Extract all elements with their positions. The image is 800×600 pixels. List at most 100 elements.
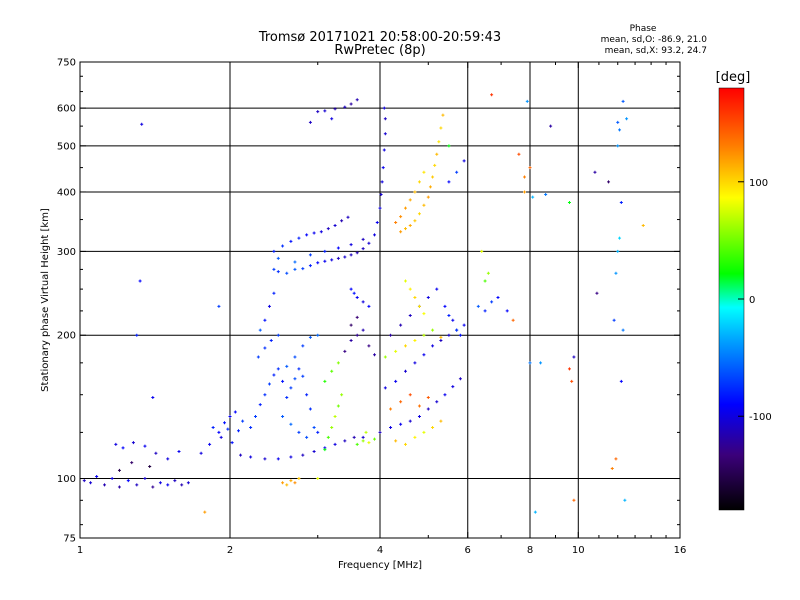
- data-point: [614, 271, 618, 275]
- data-point: [211, 425, 215, 429]
- data-point: [367, 241, 371, 245]
- phase-stats-x: mean, sd,X: 93.2, 24.7: [605, 46, 707, 56]
- data-point: [316, 261, 320, 265]
- data-point: [389, 407, 393, 411]
- data-point: [349, 102, 353, 106]
- data-point: [455, 170, 459, 174]
- data-point: [355, 315, 359, 319]
- data-point: [367, 344, 371, 348]
- data-point: [623, 498, 627, 502]
- data-point: [367, 441, 371, 445]
- data-point: [413, 361, 417, 365]
- data-point: [114, 442, 118, 446]
- data-point: [378, 206, 382, 210]
- data-point: [308, 407, 312, 411]
- data-point: [517, 152, 521, 156]
- data-point: [422, 430, 426, 434]
- data-point: [408, 393, 412, 397]
- data-point: [361, 435, 365, 439]
- data-point: [297, 430, 301, 434]
- data-point: [272, 249, 276, 253]
- data-point: [505, 309, 509, 313]
- data-point: [333, 107, 337, 111]
- data-point: [166, 483, 170, 487]
- data-point: [408, 287, 412, 291]
- data-point: [293, 377, 297, 381]
- data-point: [426, 395, 430, 399]
- x-tick-label: 8: [527, 545, 533, 556]
- data-point: [336, 361, 340, 365]
- data-point: [253, 414, 257, 418]
- data-point: [249, 455, 253, 459]
- data-point: [117, 468, 121, 472]
- data-point: [267, 382, 271, 386]
- data-point: [308, 335, 312, 339]
- data-point: [607, 180, 611, 184]
- data-point: [276, 270, 280, 274]
- data-point: [289, 422, 293, 426]
- data-point: [135, 333, 139, 337]
- data-point: [403, 344, 407, 348]
- data-point: [126, 479, 130, 483]
- y-tick-label: 750: [57, 58, 76, 69]
- data-point: [462, 159, 466, 163]
- data-point: [417, 414, 421, 418]
- data-point: [281, 379, 285, 383]
- data-point: [544, 193, 548, 197]
- data-point: [428, 185, 432, 189]
- data-point: [186, 481, 190, 485]
- y-tick-label: 500: [57, 141, 76, 152]
- y-axis-ticks: 75 100 200 300 400 500 600 750: [57, 58, 680, 545]
- data-point: [276, 367, 280, 371]
- data-point: [352, 435, 356, 439]
- data-point: [355, 442, 359, 446]
- data-point: [394, 379, 398, 383]
- data-point: [289, 239, 293, 243]
- data-point: [95, 474, 99, 478]
- data-point: [349, 243, 353, 247]
- data-point: [480, 249, 484, 253]
- data-point: [367, 304, 371, 308]
- data-point: [523, 175, 527, 179]
- data-point: [336, 404, 340, 408]
- data-point: [593, 170, 597, 174]
- data-point: [458, 333, 462, 337]
- data-point: [267, 304, 271, 308]
- data-point: [285, 271, 289, 275]
- data-point: [173, 479, 177, 483]
- data-point: [403, 206, 407, 210]
- data-point: [230, 441, 234, 445]
- data-point: [297, 477, 301, 481]
- data-point: [476, 304, 480, 308]
- data-point: [567, 367, 571, 371]
- data-point: [256, 355, 260, 359]
- data-point: [249, 425, 253, 429]
- data-point: [154, 451, 158, 455]
- data-point: [382, 148, 386, 152]
- data-point: [539, 361, 543, 365]
- data-point: [431, 328, 435, 332]
- data-point: [426, 296, 430, 300]
- data-point: [426, 195, 430, 199]
- data-point: [263, 318, 267, 322]
- data-point: [408, 419, 412, 423]
- data-point: [528, 361, 532, 365]
- data-point: [641, 224, 645, 228]
- data-point: [293, 355, 297, 359]
- data-point: [511, 318, 515, 322]
- data-point: [217, 430, 221, 434]
- data-point: [373, 353, 377, 357]
- data-point: [364, 430, 368, 434]
- y-tick-label: 600: [57, 104, 76, 115]
- phase-stats-o: mean, sd,O: -86.9, 21.0: [601, 35, 708, 45]
- data-point: [305, 393, 309, 397]
- data-point: [289, 455, 293, 459]
- y-tick-label: 200: [57, 331, 76, 342]
- colorbar-tick-label: 0: [749, 295, 755, 306]
- data-point: [435, 152, 439, 156]
- data-point: [408, 198, 412, 202]
- data-point: [621, 99, 625, 103]
- data-point: [439, 419, 443, 423]
- data-point: [403, 227, 407, 231]
